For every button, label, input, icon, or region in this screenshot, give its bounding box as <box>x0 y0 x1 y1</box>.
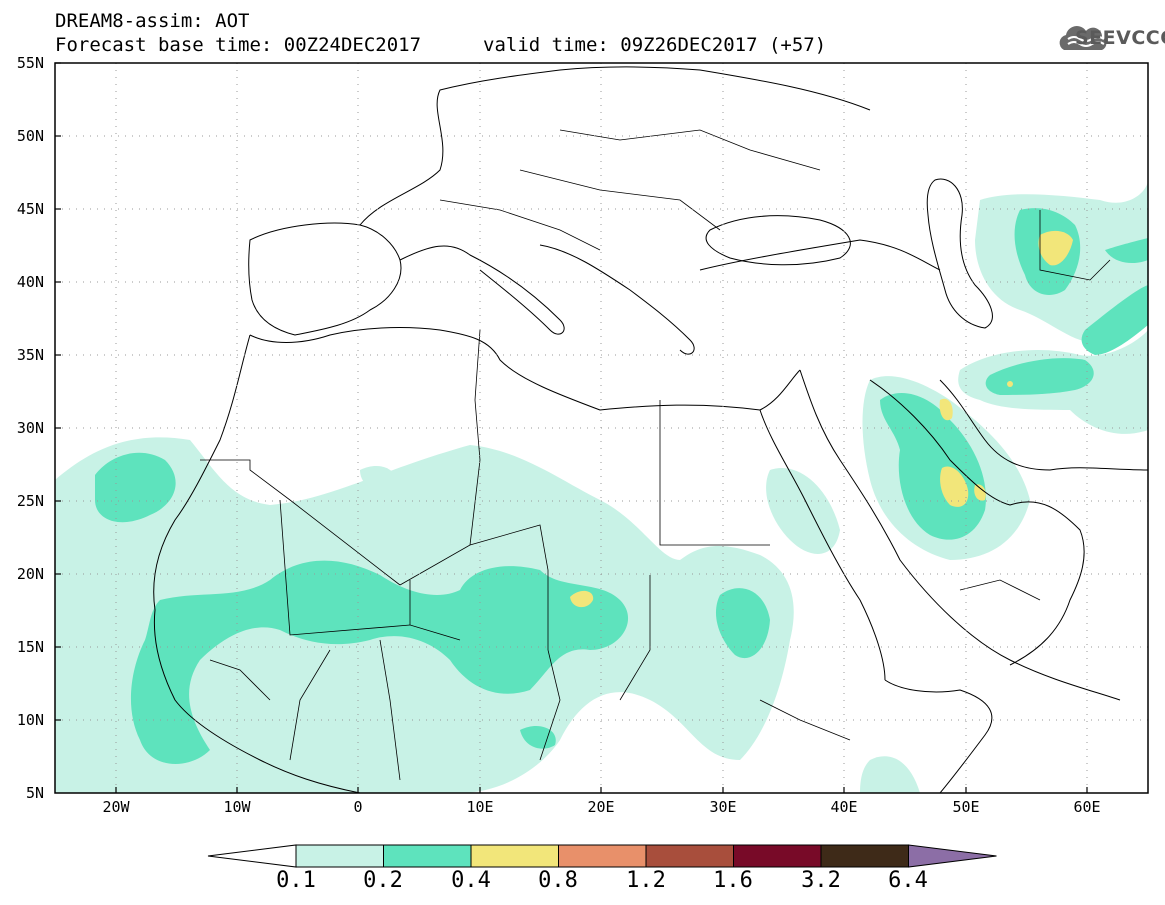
colorbar-swatch <box>733 844 822 868</box>
colorbar-swatch <box>645 844 734 868</box>
colorbar-label: 6.4 <box>888 868 928 893</box>
map-title: DREAM8-assim: AOT <box>55 10 250 32</box>
lon-label: 60E <box>1073 798 1101 816</box>
colorbar-swatch <box>558 844 647 868</box>
colorbar-label: 0.1 <box>276 868 316 893</box>
colorbar-swatch <box>383 844 472 868</box>
lat-label: 10N <box>16 711 44 729</box>
lat-label: 25N <box>16 492 44 510</box>
lon-label: 10W <box>223 798 251 816</box>
forecast-base-time: Forecast base time: 00Z24DEC2017 <box>55 34 422 56</box>
lat-label: 35N <box>16 346 44 364</box>
aot-medium-areas <box>95 208 1148 764</box>
lon-label: 30E <box>709 798 737 816</box>
valid-time: valid time: 09Z26DEC2017 (+57) <box>483 34 827 56</box>
colorbar-swatch <box>820 844 909 868</box>
colorbar-label: 3.2 <box>801 868 841 893</box>
lon-label: 20W <box>102 798 130 816</box>
lat-label: 15N <box>16 638 44 656</box>
lat-label: 50N <box>16 127 44 145</box>
lon-label: 40E <box>830 798 858 816</box>
lat-label: 30N <box>16 419 44 437</box>
coastlines <box>153 66 1148 793</box>
lat-label: 5N <box>25 784 44 802</box>
colorbar-label: 0.4 <box>451 868 491 893</box>
lat-label: 45N <box>16 200 44 218</box>
lat-label: 55N <box>16 54 44 72</box>
graticule <box>55 63 1148 793</box>
colorbar-label: 1.6 <box>713 868 753 893</box>
colorbar-swatch <box>470 844 559 868</box>
colorbar-over-triangle <box>908 844 997 868</box>
colorbar-under-triangle <box>207 844 297 868</box>
colorbar-label: 0.2 <box>363 868 403 893</box>
lon-label: 0 <box>353 798 363 816</box>
colorbar-label: 1.2 <box>626 868 666 893</box>
lat-label: 20N <box>16 565 44 583</box>
logo-text: SEEVCCC <box>1075 27 1165 49</box>
country-borders <box>200 129 1111 781</box>
cloud-icon <box>1059 26 1107 50</box>
colorbar-label: 0.8 <box>538 868 578 893</box>
lon-label: 10E <box>466 798 494 816</box>
lon-label: 20E <box>587 798 615 816</box>
lat-label: 40N <box>16 273 44 291</box>
lon-label: 50E <box>952 798 980 816</box>
aot-high-areas <box>570 230 1073 608</box>
colorbar-swatch <box>295 844 384 868</box>
